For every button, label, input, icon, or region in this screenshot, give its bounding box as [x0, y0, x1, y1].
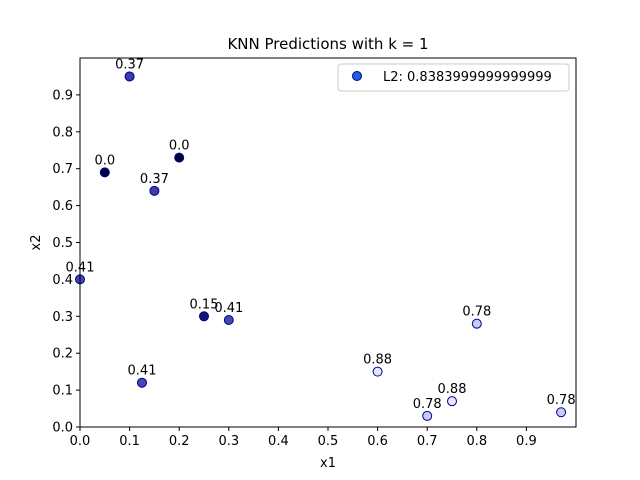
data-point-label: 0.37 [115, 57, 144, 72]
points-layer: 0.370.00.00.370.410.150.410.410.880.780.… [66, 57, 576, 421]
data-point [471, 318, 482, 329]
data-point [199, 311, 209, 322]
x-tick-label: 0.4 [268, 434, 289, 449]
data-point [422, 410, 433, 421]
x-tick-label: 0.0 [70, 434, 91, 449]
y-tick-label: 0.2 [52, 347, 73, 362]
data-point [447, 396, 457, 407]
data-point [149, 185, 160, 196]
data-point [223, 314, 234, 325]
x-tick-label: 0.9 [516, 434, 537, 449]
data-point-label: 0.88 [438, 382, 467, 397]
legend: L2: 0.8383999999999999 [337, 63, 570, 92]
y-tick-label: 0.8 [52, 125, 73, 140]
x-tick-label: 0.1 [119, 434, 140, 449]
plot-frame [79, 57, 577, 428]
data-point [556, 407, 567, 418]
y-tick-label: 0.4 [52, 273, 73, 288]
y-tick-label: 0.5 [52, 236, 73, 251]
y-tick-label: 0.1 [52, 384, 73, 399]
data-point [137, 377, 147, 388]
data-point-label: 0.78 [462, 305, 491, 320]
y-tick-label: 0.6 [52, 199, 73, 214]
data-point-label: 0.41 [214, 301, 243, 316]
x-tick-label: 0.6 [367, 434, 388, 449]
data-point-label: 0.37 [140, 172, 169, 187]
x-tick-label: 0.3 [218, 434, 239, 449]
data-point-label: 0.0 [94, 153, 115, 168]
chart-title: KNN Predictions with k = 1 [227, 35, 428, 53]
data-point [99, 167, 110, 178]
y-axis-title: x2 [29, 235, 44, 251]
data-point-label: 0.15 [190, 297, 219, 312]
ticks-layer: 0.0 0.1 0.2 0.3 0.4 0.5 0.6 0.7 0.8 0.9 0.0 0.1 0.2 0… [52, 88, 536, 449]
data-point-label: 0.41 [128, 364, 157, 379]
data-point-label: 0.0 [169, 139, 190, 154]
data-point-label: 0.78 [547, 393, 576, 408]
x-tick-label: 0.7 [417, 434, 438, 449]
x-tick-label: 0.5 [318, 434, 339, 449]
legend-box [337, 63, 570, 92]
legend-marker [352, 71, 362, 81]
x-tick-label: 0.8 [466, 434, 487, 449]
data-point [372, 366, 383, 377]
legend-label: L2: 0.8383999999999999 [383, 70, 552, 85]
data-point-label: 0.88 [363, 353, 392, 368]
y-tick-label: 0.3 [52, 310, 73, 325]
x-axis-title: x1 [320, 456, 336, 471]
y-tick-label: 0.0 [52, 421, 73, 436]
y-tick-label: 0.7 [52, 162, 73, 177]
data-point [174, 152, 185, 163]
x-tick-label: 0.2 [169, 434, 190, 449]
y-tick-label: 0.9 [52, 88, 73, 103]
data-point-label: 0.78 [413, 397, 442, 412]
data-point [124, 71, 135, 82]
